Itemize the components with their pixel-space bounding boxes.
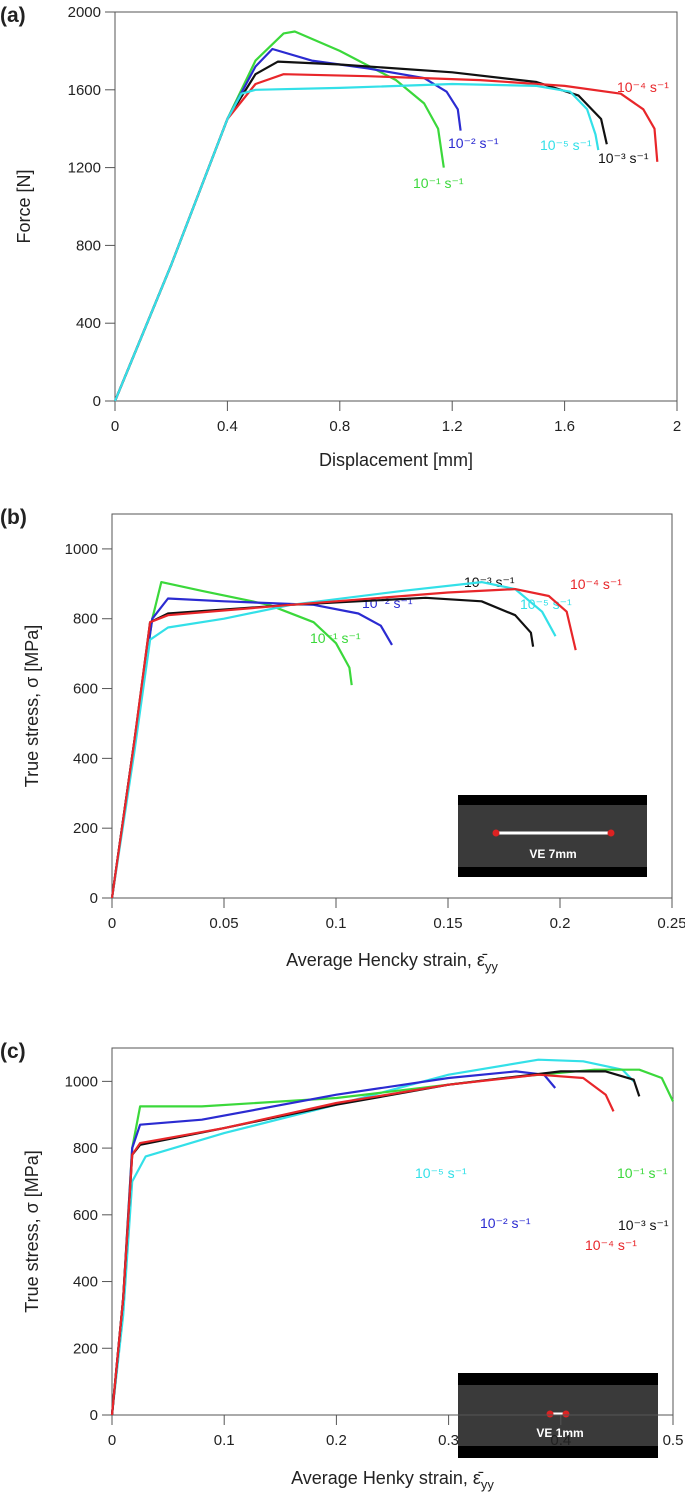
x-tick-label: 0.4 xyxy=(217,418,238,435)
y-tick-label: 200 xyxy=(73,820,98,837)
y-tick-label: 0 xyxy=(90,890,98,907)
plot-frame xyxy=(111,1047,674,1416)
inset-point xyxy=(607,829,615,837)
y-tick-label: 0 xyxy=(90,1407,98,1424)
panel-label: (a) xyxy=(0,4,26,27)
y-tick-label: 400 xyxy=(73,1274,98,1291)
data-line xyxy=(113,73,659,402)
inset-point xyxy=(492,829,500,837)
x-axis-title: Displacement [mm] xyxy=(319,450,473,470)
y-tick-label: 800 xyxy=(73,611,98,628)
series-label: 10⁻² s⁻¹ xyxy=(448,135,499,151)
y-tick-label: 800 xyxy=(73,1140,98,1157)
x-tick-label: 0.05 xyxy=(209,915,238,932)
x-axis-title: Average Hencky strain, ε̄yy xyxy=(286,950,498,974)
x-tick-label: 0.2 xyxy=(550,915,571,932)
inset-label: VE 7mm xyxy=(529,847,576,861)
y-tick-label: 600 xyxy=(73,681,98,698)
x-tick-label: 1.2 xyxy=(442,418,463,435)
x-tick-label: 0.3 xyxy=(438,1432,459,1449)
inset-point xyxy=(562,1410,570,1418)
data-line xyxy=(113,60,608,402)
y-tick-label: 600 xyxy=(73,1207,98,1224)
x-tick-label: 0.8 xyxy=(329,418,350,435)
series-label: 10⁻⁵ s⁻¹ xyxy=(540,137,592,153)
plot-frame xyxy=(111,513,673,899)
data-line xyxy=(113,82,600,402)
data-line xyxy=(110,1058,635,1416)
data-line xyxy=(110,588,577,899)
y-tick-label: 800 xyxy=(76,237,101,254)
plot-frame xyxy=(114,11,678,402)
x-tick-label: 0 xyxy=(111,418,119,435)
x-tick-label: 0.2 xyxy=(326,1432,347,1449)
series-label: 10⁻³ s⁻¹ xyxy=(598,150,649,166)
data-line xyxy=(110,1070,557,1416)
data-line xyxy=(110,1073,615,1416)
y-tick-label: 1600 xyxy=(68,82,101,99)
inset-edge xyxy=(458,867,647,877)
series-label: 10⁻⁵ s⁻¹ xyxy=(520,596,572,612)
inset-edge xyxy=(458,1373,658,1385)
x-tick-label: 1.6 xyxy=(554,418,575,435)
y-tick-label: 400 xyxy=(73,750,98,767)
series-label: 10⁻⁴ s⁻¹ xyxy=(617,79,669,95)
y-tick-label: 0 xyxy=(93,393,101,410)
data-line xyxy=(113,47,462,402)
inset-point xyxy=(546,1410,554,1418)
y-axis-title: Force [N] xyxy=(14,169,34,243)
x-tick-label: 0.25 xyxy=(657,915,685,932)
inset-edge xyxy=(458,1446,658,1458)
y-tick-label: 400 xyxy=(76,315,101,332)
x-tick-label: 0.5 xyxy=(663,1432,684,1449)
series-label: 10⁻³ s⁻¹ xyxy=(618,1217,669,1233)
y-tick-label: 200 xyxy=(73,1340,98,1357)
y-tick-label: 2000 xyxy=(68,4,101,21)
series-label: 10⁻⁵ s⁻¹ xyxy=(415,1165,467,1181)
x-tick-label: 0.4 xyxy=(550,1432,571,1449)
y-tick-label: 1000 xyxy=(65,541,98,558)
x-axis-title-main: Displacement [mm] xyxy=(319,450,473,470)
panel-label: (b) xyxy=(0,506,27,529)
x-tick-label: 2 xyxy=(673,418,681,435)
x-tick-label: 0.1 xyxy=(214,1432,235,1449)
x-axis-title-main: Average Hencky strain, ε̄ xyxy=(286,950,488,970)
data-line xyxy=(110,1070,641,1416)
y-tick-label: 1000 xyxy=(65,1073,98,1090)
panel-label: (c) xyxy=(0,1040,26,1063)
inset-edge xyxy=(458,795,647,805)
x-tick-label: 0 xyxy=(108,1432,116,1449)
x-axis-title: Average Henky strain, ε̄yy xyxy=(291,1468,494,1492)
x-axis-title-main: Average Henky strain, ε̄ xyxy=(291,1468,484,1488)
inset-label: VE 1mm xyxy=(536,1426,583,1440)
x-axis-title-sub: yy xyxy=(485,959,499,974)
series-label: 10⁻⁴ s⁻¹ xyxy=(585,1237,637,1253)
x-axis-title-sub: yy xyxy=(481,1477,495,1492)
y-axis-title: True stress, σ [MPa] xyxy=(22,625,42,787)
y-tick-label: 1200 xyxy=(68,160,101,177)
series-label: 10⁻¹ s⁻¹ xyxy=(310,630,361,646)
y-axis-title: True stress, σ [MPa] xyxy=(22,1150,42,1312)
series-label: 10⁻² s⁻¹ xyxy=(480,1215,531,1231)
x-tick-label: 0.15 xyxy=(433,915,462,932)
series-label: 10⁻¹ s⁻¹ xyxy=(413,175,464,191)
x-tick-label: 0.1 xyxy=(326,915,347,932)
series-label: 10⁻⁴ s⁻¹ xyxy=(570,576,622,592)
inset-image xyxy=(458,795,647,877)
series-label: 10⁻¹ s⁻¹ xyxy=(617,1165,668,1181)
x-tick-label: 0 xyxy=(108,915,116,932)
